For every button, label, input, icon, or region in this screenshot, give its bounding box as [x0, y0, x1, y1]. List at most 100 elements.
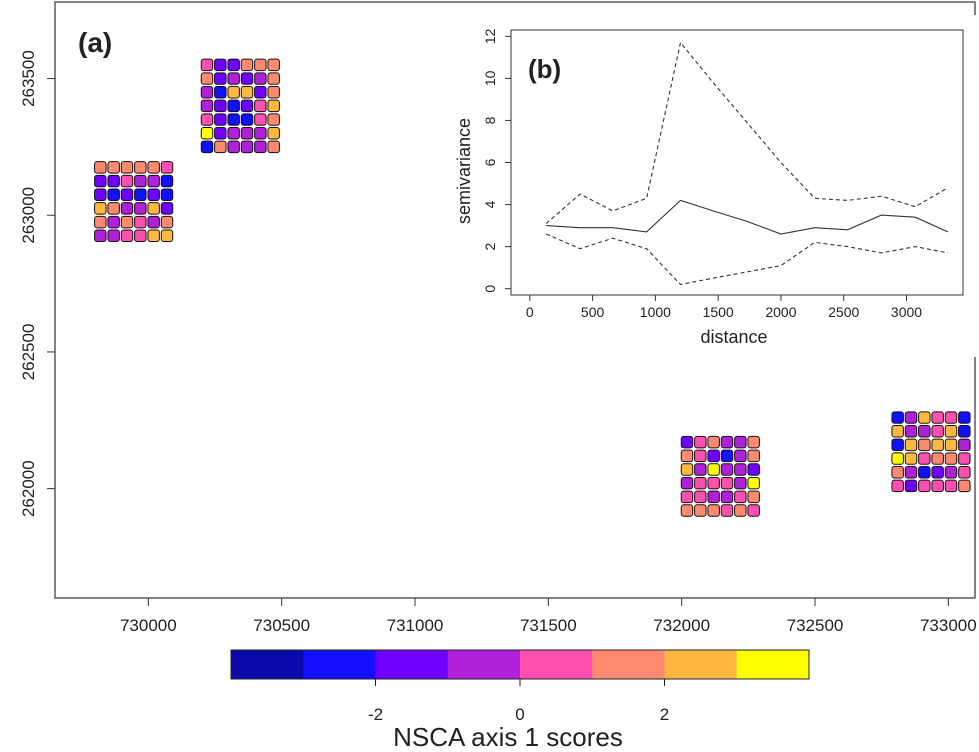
map-y-tick-label: 262500: [19, 324, 38, 381]
map-point: [707, 490, 720, 504]
map-point: [891, 466, 904, 479]
map-point: [958, 452, 971, 465]
map-point: [200, 99, 214, 113]
map-point: [94, 161, 107, 174]
legend-tick-label: -2: [368, 705, 383, 724]
map-point: [944, 466, 958, 479]
map-point: [94, 229, 107, 242]
inset-lines: [545, 41, 949, 286]
map-point: [240, 99, 254, 113]
map-point: [214, 126, 227, 140]
map-point: [120, 202, 134, 215]
inset-background: [455, 15, 977, 357]
map-point: [931, 452, 944, 465]
legend-color-swatch: [231, 650, 304, 679]
map-point: [734, 435, 747, 449]
map-point: [134, 202, 147, 215]
map-point: [200, 85, 214, 99]
map-point: [707, 449, 720, 463]
map-x-tick-label: 732000: [653, 616, 710, 635]
map-point: [720, 449, 734, 463]
map-point: [267, 126, 280, 140]
map-point: [240, 72, 254, 85]
map-point: [918, 424, 931, 438]
map-point: [94, 174, 107, 188]
inset-y-axis-label: semivariance: [454, 118, 474, 224]
legend-color-swatch: [520, 650, 593, 679]
map-point: [918, 466, 931, 479]
map-point: [200, 58, 214, 72]
map-point: [254, 113, 267, 126]
inset-x-tick-label: 0: [526, 304, 534, 320]
map-y-tick-label: 262000: [19, 460, 38, 517]
map-point: [107, 229, 120, 242]
legend-tick-label: 0: [515, 705, 524, 724]
inset-y-axis: 0 2 4 6 8 10 12: [482, 28, 511, 293]
map-point: [931, 479, 944, 493]
map-point: [227, 126, 240, 140]
inset-panel-label: (b): [528, 54, 561, 84]
map-point: [160, 174, 174, 188]
map-point: [227, 99, 240, 113]
map-point: [931, 466, 944, 479]
map-point: [240, 126, 254, 140]
map-point: [227, 85, 240, 99]
map-point: [200, 140, 214, 154]
map-x-tick-label: 733000: [920, 616, 977, 635]
map-point: [931, 424, 944, 438]
map-point: [240, 113, 254, 126]
map-point: [904, 479, 918, 493]
map-point: [94, 188, 107, 201]
inset-x-tick-label: 2500: [828, 304, 859, 320]
map-point: [134, 215, 147, 229]
inset-y-tick-label: 0: [482, 285, 498, 293]
map-point: [267, 58, 280, 72]
map-point: [240, 85, 254, 99]
map-point: [958, 411, 971, 424]
legend-color-swatch: [375, 650, 449, 679]
map-point: [120, 188, 134, 201]
map-point: [918, 438, 931, 452]
map-point: [120, 174, 134, 188]
map-point: [134, 161, 147, 174]
map-point: [160, 202, 174, 215]
map-point: [214, 99, 227, 113]
map-point: [680, 490, 694, 504]
map-point: [240, 140, 254, 154]
map-point: [254, 140, 267, 154]
color-legend-ticks: -2 0 2: [368, 679, 669, 724]
inset-y-tick-label: 2: [482, 243, 498, 251]
inset-y-tick-label: 8: [482, 116, 498, 124]
map-panel-label: (a): [78, 27, 112, 58]
map-point: [147, 161, 160, 174]
inset-x-tick-label: 500: [581, 304, 605, 320]
map-point: [891, 479, 904, 493]
map-points: [94, 58, 971, 517]
map-point: [747, 490, 760, 504]
map-point: [254, 72, 267, 85]
map-point: [227, 58, 240, 72]
map-point: [891, 438, 904, 452]
map-x-tick-label: 730500: [253, 616, 310, 635]
map-point: [891, 424, 904, 438]
map-point: [720, 463, 734, 476]
map-point: [214, 58, 227, 72]
map-point: [747, 435, 760, 449]
map-point: [227, 72, 240, 85]
map-point: [944, 479, 958, 493]
map-point: [694, 490, 707, 504]
map-point: [747, 504, 760, 517]
map-point: [918, 479, 931, 493]
inset-x-axis-label: distance: [700, 327, 767, 347]
map-point: [214, 113, 227, 126]
map-point: [107, 188, 120, 201]
inset-y-tick-label: 10: [482, 70, 498, 86]
map-point: [891, 411, 904, 424]
map-point: [240, 58, 254, 72]
map-point: [720, 504, 734, 517]
map-point: [958, 479, 971, 493]
map-point: [747, 476, 760, 490]
map-point: [254, 99, 267, 113]
inset-y-tick-label: 4: [482, 200, 498, 208]
